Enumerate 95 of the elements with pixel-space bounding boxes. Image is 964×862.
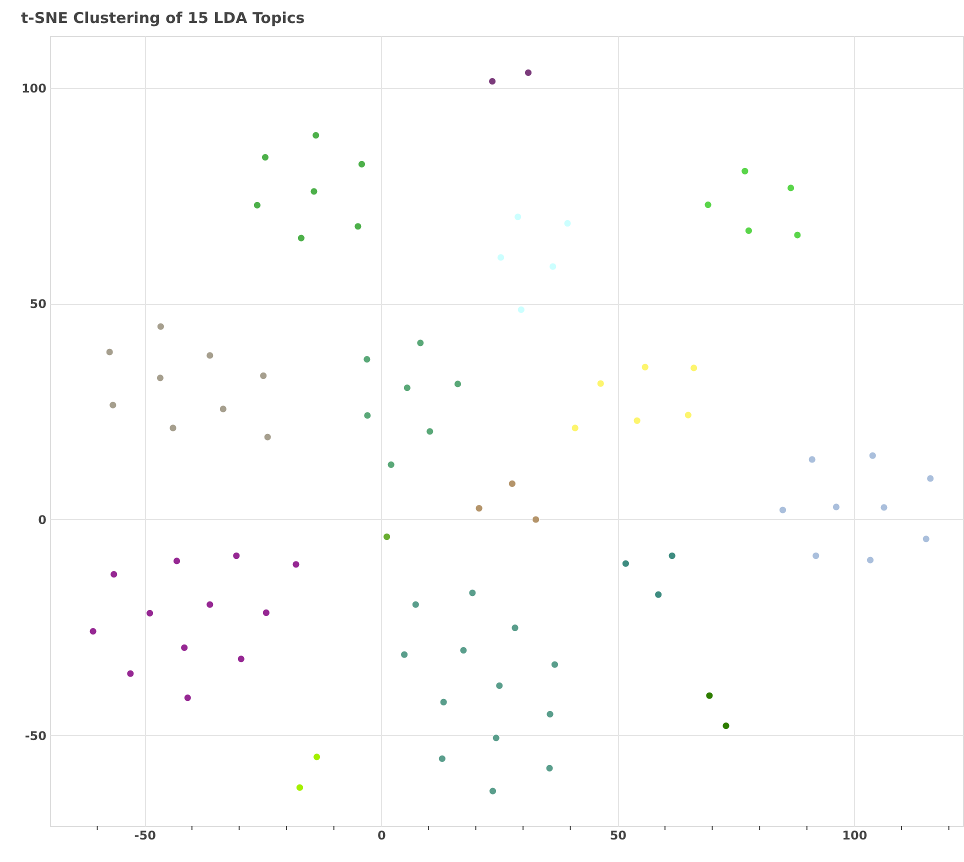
point xyxy=(261,153,270,162)
point xyxy=(832,503,840,511)
point xyxy=(312,131,320,140)
point xyxy=(517,306,526,314)
point xyxy=(922,535,930,543)
point xyxy=(169,424,177,432)
point xyxy=(475,504,483,512)
point xyxy=(548,262,557,270)
point xyxy=(262,608,270,617)
point xyxy=(363,355,371,364)
x-tick-label: 100 xyxy=(842,828,868,842)
point xyxy=(184,694,192,702)
point xyxy=(454,380,462,388)
chart-title: t-SNE Clustering of 15 LDA Topics xyxy=(20,9,305,27)
point xyxy=(364,412,372,420)
point xyxy=(297,234,306,242)
point xyxy=(110,570,118,578)
point xyxy=(146,609,154,618)
point xyxy=(296,784,304,792)
point xyxy=(426,428,434,436)
point xyxy=(508,480,516,488)
point xyxy=(412,600,420,608)
point xyxy=(438,754,446,763)
point xyxy=(106,348,114,356)
point xyxy=(440,698,448,706)
point xyxy=(492,734,500,742)
point xyxy=(778,506,787,514)
point xyxy=(460,646,468,654)
y-tick-label: 50 xyxy=(30,297,46,312)
point xyxy=(156,322,165,330)
point xyxy=(468,588,476,597)
point xyxy=(866,556,874,564)
point xyxy=(744,226,753,235)
point xyxy=(741,167,749,176)
point xyxy=(546,764,554,772)
point xyxy=(382,532,391,541)
point xyxy=(550,660,559,668)
point xyxy=(253,201,262,210)
point xyxy=(654,590,662,599)
point xyxy=(633,416,641,425)
point xyxy=(641,363,650,372)
point xyxy=(400,650,408,659)
point xyxy=(156,374,164,382)
point xyxy=(794,231,802,239)
point xyxy=(926,474,934,482)
point xyxy=(706,692,714,700)
point xyxy=(596,380,605,388)
point xyxy=(690,364,698,372)
point xyxy=(264,433,272,441)
point xyxy=(354,222,362,230)
point xyxy=(403,384,412,392)
point xyxy=(564,219,572,228)
point xyxy=(387,460,395,469)
x-tick-label: -50 xyxy=(134,828,156,842)
point xyxy=(416,339,424,347)
point xyxy=(358,160,366,168)
point xyxy=(812,552,820,560)
point xyxy=(622,560,630,568)
point xyxy=(292,560,300,568)
x-tick-label: 0 xyxy=(377,828,386,842)
point xyxy=(514,212,522,221)
point xyxy=(496,682,504,690)
point xyxy=(219,405,228,413)
point xyxy=(722,722,730,730)
y-tick-label: -50 xyxy=(24,728,46,743)
point xyxy=(109,401,117,409)
point xyxy=(488,787,497,795)
point xyxy=(496,254,505,262)
point xyxy=(488,77,496,86)
point xyxy=(868,452,877,460)
point xyxy=(684,411,692,419)
point xyxy=(172,557,181,565)
point xyxy=(312,753,321,761)
point xyxy=(808,456,816,464)
point xyxy=(571,424,579,432)
point xyxy=(880,504,888,512)
point xyxy=(180,644,188,652)
point xyxy=(511,624,519,632)
point xyxy=(546,710,554,718)
point xyxy=(237,655,246,663)
point xyxy=(524,68,532,77)
point xyxy=(532,516,540,524)
point xyxy=(206,600,214,608)
point xyxy=(89,627,97,636)
y-tick-label: 100 xyxy=(21,81,46,96)
x-tick-label: 50 xyxy=(610,828,627,842)
point xyxy=(704,200,712,209)
point xyxy=(310,188,318,196)
point xyxy=(126,670,134,678)
y-tick-label: 0 xyxy=(38,512,46,527)
point xyxy=(206,352,214,360)
point xyxy=(232,552,240,560)
point xyxy=(668,552,676,560)
point xyxy=(259,372,268,380)
point xyxy=(786,184,795,192)
